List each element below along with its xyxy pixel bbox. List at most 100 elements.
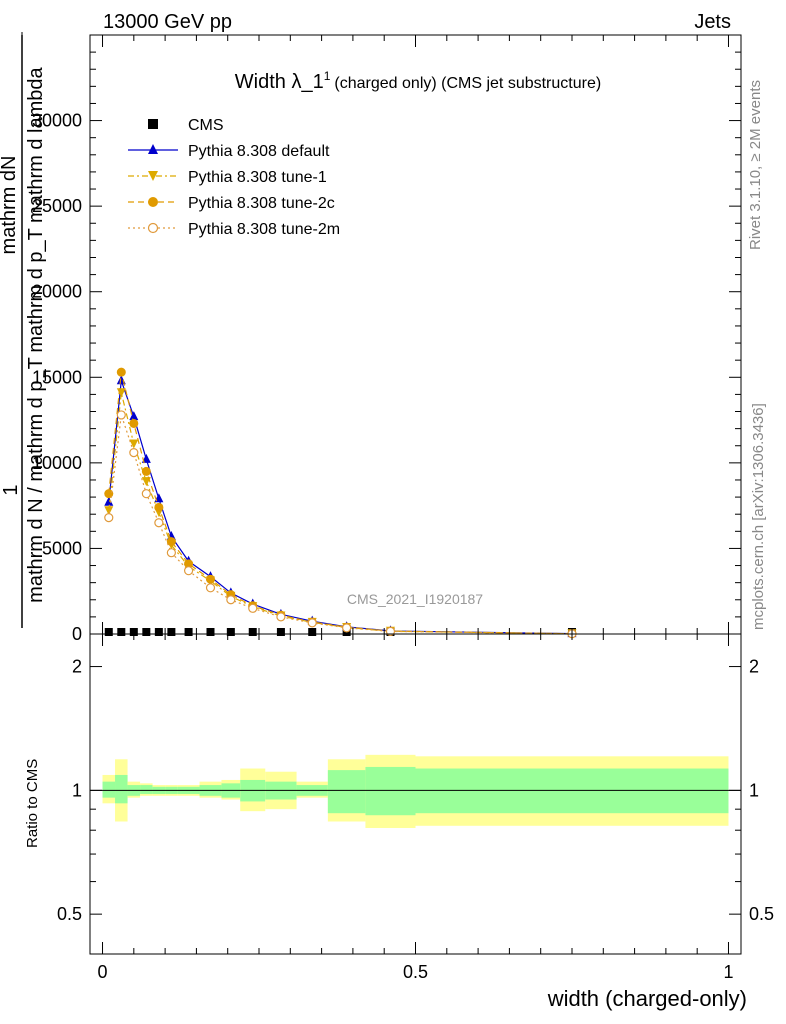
xticks: 0 0.5 1 [98, 35, 733, 982]
data-point [154, 502, 164, 512]
y-tick-label: 20000 [32, 282, 82, 302]
ratio-y-tick-label: 2 [72, 657, 82, 677]
data-point [104, 496, 114, 506]
legend-marker [148, 197, 158, 207]
watermark: CMS_2021_I1920187 [347, 591, 483, 607]
data-point [154, 518, 164, 528]
series-3 [104, 367, 577, 639]
mcplots-label: mcplots.cern.ch [arXiv:1306.3436] [750, 403, 767, 630]
ratio-band-inner [140, 785, 153, 794]
ratio-y-tick-label: 0.5 [749, 904, 774, 924]
data-point [117, 628, 126, 636]
y-tick-label: 10000 [32, 453, 82, 473]
y-tick-label: 30000 [32, 111, 82, 131]
ratio-plot: 0.5 0.51 12 2 0 0.5 1 Ratio to CMS [24, 35, 774, 982]
data-point [183, 566, 194, 576]
y-tick-label: 5000 [42, 538, 82, 558]
x-tick-label: 0.5 [403, 962, 428, 982]
y-tick-label: 15000 [32, 367, 82, 387]
data-point [206, 628, 215, 636]
series-1 [104, 375, 577, 638]
ratio-y-tick-label: 2 [749, 657, 759, 677]
legend-label: Pythia 8.308 default [188, 143, 330, 160]
data-point [166, 537, 176, 547]
main-yticks: 0 5000 10000 15000 20000 25000 30000 [32, 51, 741, 644]
rivet-label: Rivet 3.1.10, ≥ 2M events [747, 80, 764, 250]
series-4 [104, 410, 577, 639]
data-point [308, 628, 317, 636]
ratio-yticks: 0.5 0.5 1 1 2 2 [57, 657, 774, 925]
data-point [116, 388, 126, 398]
ylabel-den-mid: mathrm d p_T mathrm d lambda [25, 66, 47, 352]
ratio-band-inner [365, 766, 416, 816]
header-right: Jets [694, 11, 731, 33]
series-line [108, 392, 572, 635]
series-0 [104, 628, 576, 636]
legend-marker [148, 119, 158, 129]
data-point [184, 559, 194, 569]
legend-label: Pythia 8.308 tune-2c [188, 195, 335, 212]
data-point [154, 628, 163, 636]
legend-label: CMS [188, 117, 224, 134]
ratio-y-tick-label: 0.5 [57, 904, 82, 924]
legend-label: Pythia 8.308 tune-2m [188, 221, 340, 238]
legend-label: Pythia 8.308 tune-1 [188, 169, 327, 186]
data-point [385, 626, 396, 637]
data-point [129, 447, 139, 458]
main-ylabel: 1 mathrm dN mathrm d p_T mathrm d lambda… [0, 32, 47, 628]
ylabel-numerator: 1 [0, 484, 22, 495]
data-point [116, 410, 126, 420]
chart-title-main: Width λ_1 [235, 71, 324, 93]
series-line [108, 414, 572, 635]
series-line [108, 380, 572, 635]
data-point [205, 583, 216, 593]
series-line [108, 372, 572, 635]
data-point [129, 439, 139, 449]
ratio-band-inner [415, 768, 729, 814]
legend-marker [147, 222, 159, 234]
ratio-band-inner [115, 774, 128, 804]
legend-marker [148, 171, 158, 181]
series-2 [104, 388, 577, 639]
data-point [116, 367, 126, 377]
chart-title-sup: 1 [324, 69, 331, 83]
data-point [205, 574, 215, 584]
ratio-ylabel: Ratio to CMS [24, 759, 41, 848]
ylabel-den-bot: mathrm d N / mathrm d p_T [25, 357, 47, 603]
y-tick-label: 25000 [32, 196, 82, 216]
data-point [104, 506, 114, 516]
ratio-y-tick-label: 1 [72, 780, 82, 800]
main-series [104, 367, 577, 639]
data-point [167, 628, 176, 636]
ratio-y-tick-label: 1 [749, 780, 759, 800]
data-point [141, 466, 151, 476]
data-point [142, 628, 151, 636]
data-point [184, 628, 193, 636]
data-point [129, 411, 139, 421]
data-point [248, 628, 257, 636]
data-point [307, 618, 317, 628]
ylabel-den-top: mathrm dN [0, 156, 20, 255]
chart-title: Width λ_11 (charged only) (CMS jet substr… [235, 69, 601, 93]
legend-marker [148, 144, 158, 154]
data-point [104, 489, 114, 499]
data-point [226, 628, 235, 636]
data-point [104, 513, 114, 523]
ratio-band-inner [102, 781, 116, 798]
data-point [141, 489, 151, 499]
y-tick-label: 0 [72, 624, 82, 644]
data-point [129, 418, 139, 428]
data-point [226, 595, 236, 605]
data-point [276, 628, 285, 636]
header-left: 13000 GeV pp [103, 11, 232, 33]
ratio-band-inner [327, 770, 366, 814]
data-point [276, 612, 286, 622]
ratio-bands [102, 754, 729, 828]
x-tick-label: 1 [723, 962, 733, 982]
chart-title-sub: (charged only) (CMS jet substructure) [334, 75, 601, 92]
data-point [166, 548, 176, 558]
x-tick-label: 0 [98, 962, 108, 982]
main-plot: 0 5000 10000 15000 20000 25000 30000 CMS_2021_… [32, 34, 742, 644]
legend: CMS Pythia 8.308 default Pythia 8.308 tune… [128, 117, 340, 238]
